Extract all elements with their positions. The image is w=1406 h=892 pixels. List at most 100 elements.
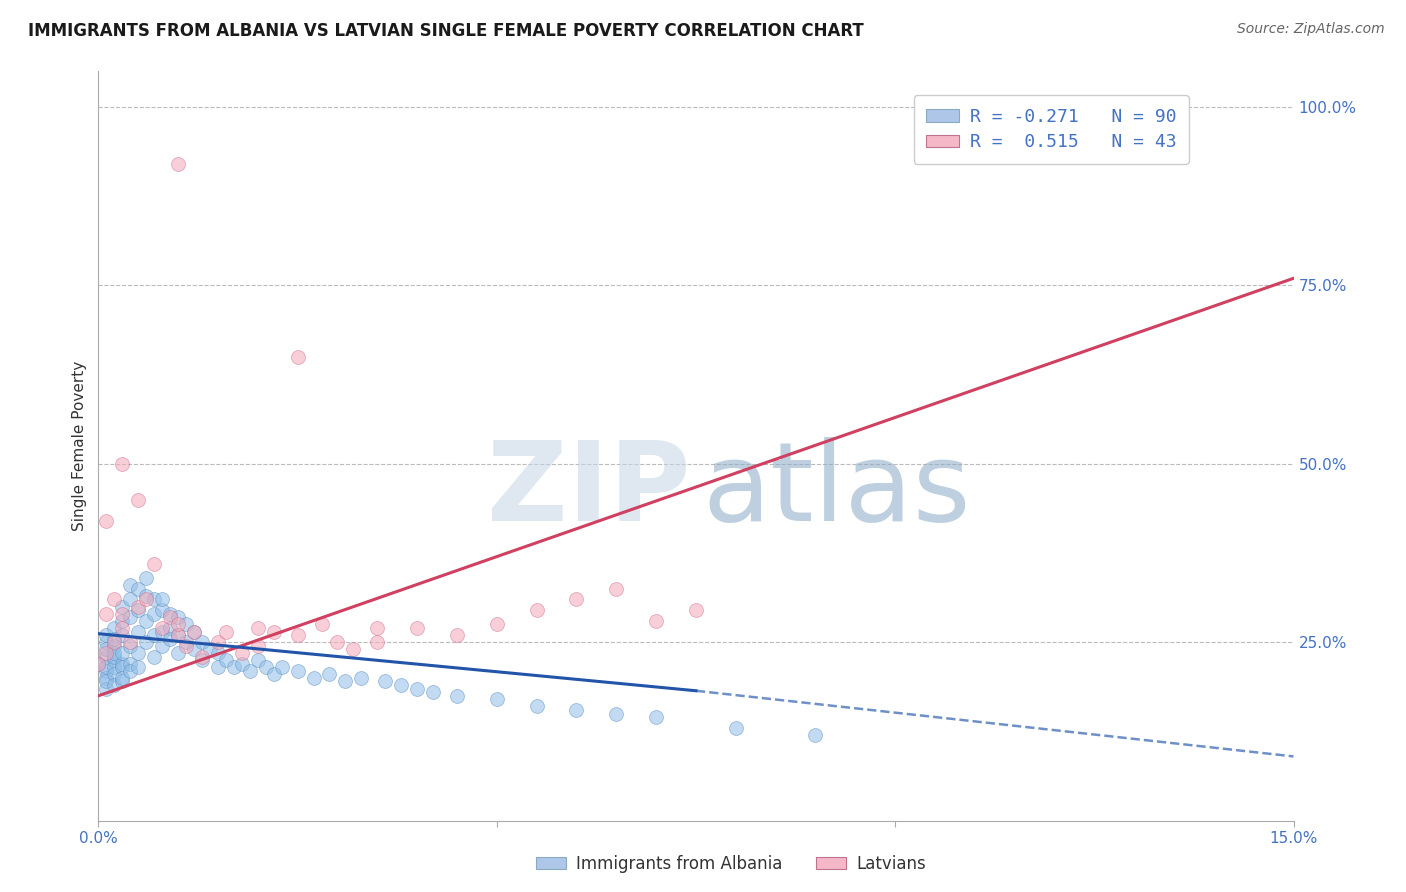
Point	[96, 671, 118, 685]
Point	[287, 350, 309, 364]
Point	[127, 603, 149, 617]
Point	[150, 592, 173, 607]
Text: atlas: atlas	[702, 437, 970, 544]
Legend: R = -0.271   N = 90, R =  0.515   N = 43: R = -0.271 N = 90, R = 0.515 N = 43	[914, 95, 1189, 164]
Point	[246, 639, 269, 653]
Point	[120, 664, 142, 678]
Point	[246, 621, 269, 635]
Point	[96, 628, 118, 642]
Point	[111, 457, 134, 471]
Point	[565, 592, 588, 607]
Point	[222, 660, 245, 674]
Point	[374, 674, 396, 689]
Point	[150, 639, 173, 653]
Point	[167, 628, 190, 642]
Point	[103, 639, 125, 653]
Point	[342, 642, 364, 657]
Point	[302, 671, 325, 685]
Point	[263, 624, 285, 639]
Point	[135, 592, 157, 607]
Point	[103, 621, 125, 635]
Point	[191, 649, 214, 664]
Point	[389, 678, 412, 692]
Point	[215, 624, 238, 639]
Point	[231, 646, 253, 660]
Point	[127, 660, 149, 674]
Point	[605, 706, 627, 721]
Text: ZIP: ZIP	[486, 437, 690, 544]
Point	[207, 635, 229, 649]
Point	[87, 657, 110, 671]
Point	[485, 692, 508, 706]
Point	[103, 632, 125, 646]
Point	[231, 657, 253, 671]
Point	[174, 617, 197, 632]
Point	[135, 571, 157, 585]
Point	[120, 610, 142, 624]
Point	[111, 621, 134, 635]
Point	[103, 667, 125, 681]
Point	[183, 624, 205, 639]
Point	[207, 646, 229, 660]
Point	[103, 653, 125, 667]
Point	[263, 667, 285, 681]
Point	[215, 653, 238, 667]
Point	[111, 607, 134, 621]
Point	[724, 721, 747, 735]
Point	[103, 660, 125, 674]
Point	[96, 674, 118, 689]
Point	[127, 646, 149, 660]
Point	[96, 646, 118, 660]
Point	[406, 621, 429, 635]
Point	[135, 589, 157, 603]
Point	[159, 621, 181, 635]
Point	[111, 599, 134, 614]
Point	[127, 624, 149, 639]
Point	[366, 621, 388, 635]
Point	[191, 635, 214, 649]
Point	[167, 646, 190, 660]
Text: Source: ZipAtlas.com: Source: ZipAtlas.com	[1237, 22, 1385, 37]
Point	[111, 657, 134, 671]
Point	[96, 642, 118, 657]
Point	[96, 635, 118, 649]
Point	[422, 685, 444, 699]
Point	[103, 646, 125, 660]
Point	[183, 642, 205, 657]
Point	[120, 657, 142, 671]
Point	[198, 642, 221, 657]
Text: IMMIGRANTS FROM ALBANIA VS LATVIAN SINGLE FEMALE POVERTY CORRELATION CHART: IMMIGRANTS FROM ALBANIA VS LATVIAN SINGL…	[28, 22, 863, 40]
Point	[804, 728, 827, 742]
Point	[239, 664, 262, 678]
Point	[135, 635, 157, 649]
Point	[127, 492, 149, 507]
Point	[150, 624, 173, 639]
Point	[103, 649, 125, 664]
Point	[96, 607, 118, 621]
Point	[605, 582, 627, 596]
Point	[366, 635, 388, 649]
Point	[96, 514, 118, 528]
Point	[143, 592, 166, 607]
Point	[526, 699, 548, 714]
Point	[335, 674, 357, 689]
Y-axis label: Single Female Poverty: Single Female Poverty	[72, 361, 87, 531]
Point	[143, 628, 166, 642]
Point	[191, 653, 214, 667]
Point	[120, 578, 142, 592]
Point	[96, 664, 118, 678]
Point	[183, 624, 205, 639]
Point	[103, 678, 125, 692]
Point	[127, 582, 149, 596]
Point	[120, 639, 142, 653]
Point	[127, 599, 149, 614]
Point	[167, 157, 190, 171]
Point	[645, 710, 668, 724]
Point	[120, 635, 142, 649]
Point	[111, 628, 134, 642]
Point	[565, 703, 588, 717]
Point	[143, 649, 166, 664]
Point	[167, 628, 190, 642]
Point	[159, 632, 181, 646]
Point	[254, 660, 277, 674]
